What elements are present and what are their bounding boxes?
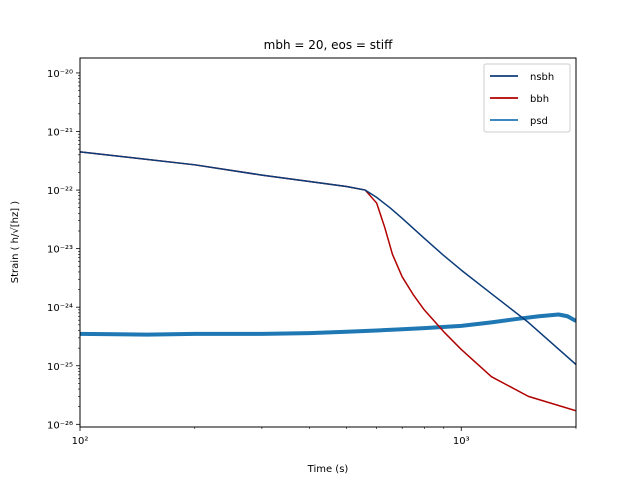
series-line-nsbh [80,151,576,366]
y-tick-label: 10⁻²¹ [47,128,73,139]
y-tick-label: 10⁻²⁴ [47,303,73,314]
x-tick-label: 10² [72,436,89,447]
x-axis-label: Time (s) [307,464,349,475]
series-group [80,151,576,412]
y-tick-label: 10⁻²³ [47,245,73,256]
legend-label-psd: psd [530,116,548,127]
series-line-bbh [80,151,576,412]
legend-label-nsbh: nsbh [530,72,554,83]
y-tick-label: 10⁻²⁶ [47,420,73,431]
chart-title: mbh = 20, eos = stiff [264,38,393,52]
y-tick-label: 10⁻²⁰ [47,69,73,80]
y-axis-label: Strain ( h/√[hz] ) [10,201,21,284]
legend: nsbh bbh psd [483,63,571,133]
plot-area-frame [79,57,577,428]
ticks-layer: 10² 10³ 10⁻²⁶ 10⁻²⁵ 10⁻²⁴ 10⁻²³ 10⁻²² 10⁻²¹ 10⁻²… [47,69,577,447]
y-tick-label: 10⁻²⁵ [47,362,73,373]
series-line-psd [80,312,576,337]
legend-frame [483,63,571,133]
x-tick-label: 10³ [453,436,470,447]
series-layer [80,151,576,412]
y-tick-label: 10⁻²² [47,186,73,197]
legend-label-bbh: bbh [530,94,549,105]
